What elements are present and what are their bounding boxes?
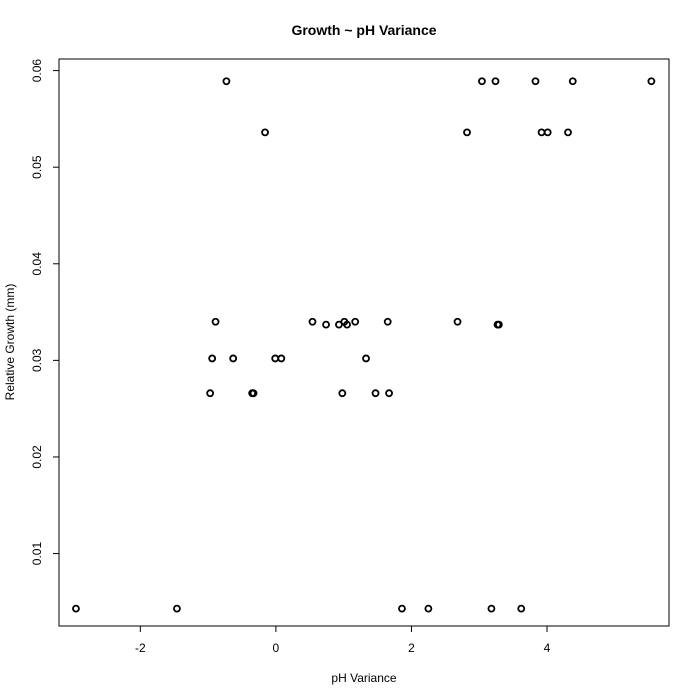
data-point: [362, 354, 370, 363]
x-tick-label: 2: [408, 641, 415, 655]
data-point: [647, 77, 656, 86]
data-point: [543, 128, 552, 137]
data-point: [517, 604, 526, 613]
data-point: [322, 320, 330, 329]
data-point: [478, 77, 486, 86]
x-axis-label: pH Variance: [331, 671, 396, 685]
data-point: [249, 389, 258, 398]
y-tick-label: 0.03: [30, 348, 44, 372]
data-point: [340, 317, 349, 326]
data-point: [271, 354, 280, 363]
data-point: [383, 317, 392, 326]
chart-title: Growth ~ pH Variance: [291, 22, 436, 38]
y-tick-label: 0.01: [30, 542, 44, 566]
data-point: [351, 317, 360, 326]
data-point: [338, 389, 347, 398]
data-point: [385, 389, 393, 398]
data-point: [277, 354, 286, 363]
data-point: [564, 128, 572, 137]
data-point: [424, 604, 433, 613]
data-point: [72, 604, 80, 613]
data-point: [261, 128, 269, 137]
data-point: [568, 77, 577, 86]
y-axis: 0.01 0.02 0.03 0.04 0.05 0.06: [30, 59, 59, 566]
data-point: [398, 604, 406, 613]
data-point: [491, 77, 500, 86]
data-point: [494, 320, 503, 329]
data-point: [211, 317, 220, 326]
data-point: [222, 77, 231, 86]
data-points: [72, 77, 656, 613]
data-point: [453, 317, 462, 326]
data-point: [208, 354, 217, 363]
data-point: [371, 389, 380, 398]
y-tick-label: 0.06: [30, 59, 44, 83]
x-tick-label: -2: [135, 641, 146, 655]
x-tick-label: 4: [544, 641, 551, 655]
data-point: [173, 604, 181, 613]
x-axis: -2 0 2 4: [135, 626, 551, 655]
data-point: [531, 77, 540, 86]
y-tick-label: 0.04: [30, 252, 44, 276]
x-tick-label: 0: [273, 641, 280, 655]
y-axis-label: Relative Growth (mm): [3, 284, 17, 401]
data-point: [537, 128, 546, 137]
y-tick-label: 0.05: [30, 155, 44, 179]
data-point: [206, 389, 215, 398]
data-point: [308, 317, 317, 326]
data-point: [487, 604, 496, 613]
data-point: [229, 354, 238, 363]
y-tick-label: 0.02: [30, 445, 44, 469]
data-point: [463, 128, 471, 137]
plot-frame: [58, 58, 670, 627]
